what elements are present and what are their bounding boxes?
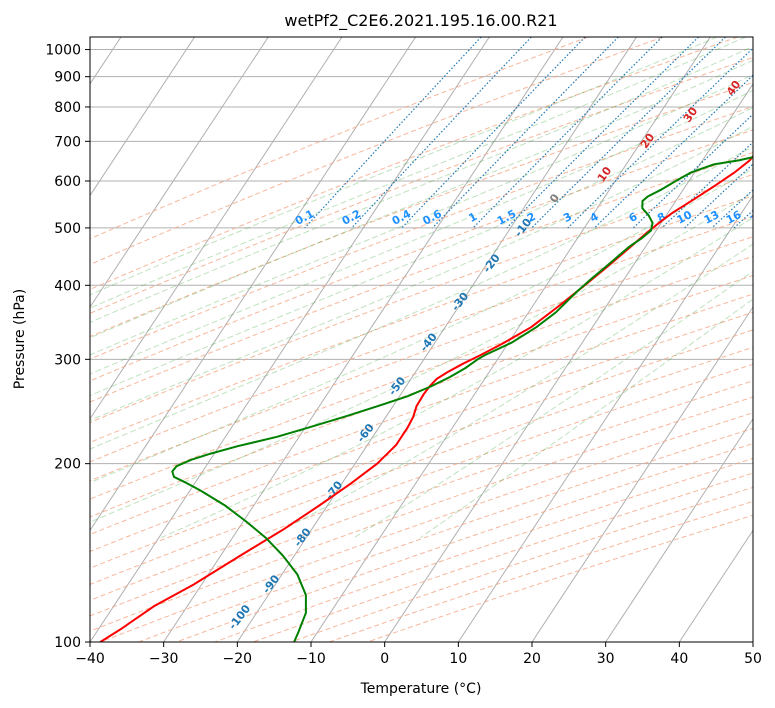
dry-adiabat (90, 151, 753, 403)
mixing-ratio-line (567, 47, 753, 229)
y-tick-label: 100 (54, 635, 81, 651)
moist-adiabat (90, 37, 718, 296)
y-tick-label: 700 (54, 134, 81, 150)
mixing-ratio-line (661, 141, 753, 229)
dewpoint-line (171, 156, 753, 642)
moist-adiabat (420, 298, 753, 539)
moist-adiabat (90, 37, 746, 309)
dry-adiabat (90, 396, 753, 632)
dry-adiabat (90, 56, 753, 314)
mixing-ratio-line (351, 37, 532, 229)
x-tick-label: −30 (149, 651, 179, 667)
x-tick-label: −20 (223, 651, 253, 667)
background-reference-lines (90, 37, 753, 642)
isotherm-gridline (236, 37, 638, 642)
isotherm-gridline (457, 194, 753, 642)
mixing-ratio-line (432, 37, 619, 229)
dry-adiabat (90, 105, 753, 360)
sounding-profiles (99, 154, 753, 642)
x-axis-label: Temperature (°C) (360, 681, 482, 697)
isotherm-gridline (163, 37, 564, 642)
isotherm-gridline (90, 37, 343, 420)
mixing-ratio-label: 10 (675, 208, 695, 227)
y-tick-label: 1000 (45, 43, 81, 59)
mixing-ratio-line (594, 74, 753, 229)
y-tick-label: 900 (54, 70, 81, 86)
x-tick-label: 20 (523, 651, 541, 667)
x-tick-label: 0 (380, 651, 389, 667)
isotherm-gridline (90, 37, 417, 532)
y-axis-label: Pressure (hPa) (12, 289, 28, 389)
x-tick-label: 40 (670, 651, 688, 667)
x-tick-label: −40 (75, 651, 105, 667)
y-tick-label: 200 (54, 457, 81, 473)
mixing-ratio-line (531, 37, 726, 229)
y-tick-label: 500 (54, 221, 81, 237)
dry-adiabat (90, 380, 753, 617)
dry-adiabat (90, 37, 738, 290)
mixing-ratio-line (684, 163, 753, 229)
mixing-ratio-label: 16 (724, 208, 744, 227)
isotherm-gridline (384, 83, 753, 642)
moist-adiabat (90, 145, 753, 450)
dry-adiabat (90, 195, 753, 443)
moist-adiabat (90, 167, 753, 484)
plot-frame (89, 36, 754, 643)
dry-adiabat (90, 173, 753, 424)
mixing-ratio-line (304, 37, 482, 229)
mixing-ratio-line (401, 37, 586, 229)
moist-adiabat (90, 45, 753, 323)
y-axis: 1000 900 800 700 600 500 400 300 200 100 (45, 43, 90, 651)
temperature-line (99, 154, 753, 642)
isotherm-gridline (90, 37, 269, 309)
y-tick-label: 800 (54, 100, 81, 116)
dry-adiabat (90, 37, 589, 240)
dry-adiabat (90, 37, 663, 266)
isotherm-gridline (90, 37, 490, 642)
moist-adiabat (90, 191, 753, 523)
y-tick-label: 400 (54, 278, 81, 294)
moist-adiabat (90, 59, 753, 339)
x-tick-label: 50 (744, 651, 762, 667)
y-tick-label: 600 (54, 174, 81, 190)
x-tick-label: −10 (296, 651, 326, 667)
moist-adiabat (90, 106, 753, 397)
x-tick-label: 10 (449, 651, 467, 667)
y-tick-label: 300 (54, 352, 81, 368)
dry-adiabat (90, 363, 753, 601)
x-tick-label: 30 (597, 651, 615, 667)
moist-adiabat (90, 89, 753, 375)
isotherm-gridline (605, 417, 753, 642)
isotherm-gridline (678, 529, 753, 642)
chart-title: wetPf2_C2E6.2021.195.16.00.R21 (284, 11, 557, 31)
mixing-ratio-label: 20 (748, 208, 768, 227)
isotherm-gridline (531, 306, 753, 642)
moist-adiabat (90, 125, 753, 421)
mixing-ratio-label: 13 (702, 208, 722, 227)
x-axis: −40 −30 −20 −10 0 10 20 30 40 50 (75, 642, 762, 667)
isotherm-gridline (90, 37, 196, 197)
